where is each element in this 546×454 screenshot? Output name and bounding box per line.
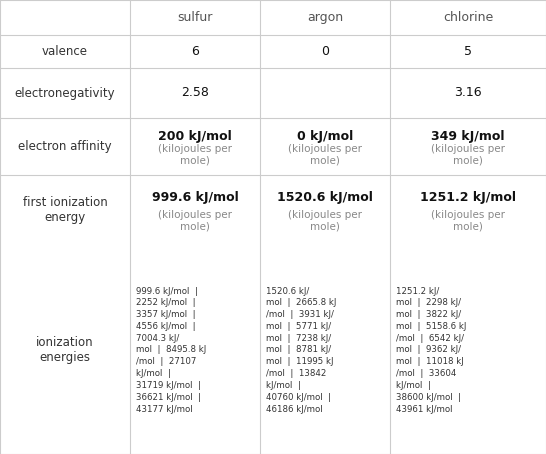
Text: 5: 5	[464, 45, 472, 58]
Text: valence: valence	[42, 45, 88, 58]
Text: (kilojoules per
mole): (kilojoules per mole)	[288, 210, 362, 232]
Text: 200 kJ/mol: 200 kJ/mol	[158, 130, 232, 143]
Text: (kilojoules per
mole): (kilojoules per mole)	[431, 210, 505, 232]
Text: 349 kJ/mol: 349 kJ/mol	[431, 130, 505, 143]
Text: sulfur: sulfur	[177, 11, 213, 24]
Text: argon: argon	[307, 11, 343, 24]
Text: 999.6 kJ/mol: 999.6 kJ/mol	[152, 191, 239, 204]
Text: 6: 6	[191, 45, 199, 58]
Text: 0: 0	[321, 45, 329, 58]
Text: electron affinity: electron affinity	[18, 140, 112, 153]
Text: 1251.2 kJ/
mol  |  2298 kJ/
mol  |  3822 kJ/
mol  |  5158.6 kJ
/mol  |  6542 kJ/: 1251.2 kJ/ mol | 2298 kJ/ mol | 3822 kJ/…	[396, 286, 466, 414]
Text: 1520.6 kJ/mol: 1520.6 kJ/mol	[277, 191, 373, 204]
Text: ionization
energies: ionization energies	[36, 336, 94, 364]
Text: 1251.2 kJ/mol: 1251.2 kJ/mol	[420, 191, 516, 204]
Text: 999.6 kJ/mol  |
2252 kJ/mol  |
3357 kJ/mol  |
4556 kJ/mol  |
7004.3 kJ/
mol  |  : 999.6 kJ/mol | 2252 kJ/mol | 3357 kJ/mol…	[136, 286, 206, 414]
Text: (kilojoules per
mole): (kilojoules per mole)	[288, 144, 362, 166]
Text: 3.16: 3.16	[454, 87, 482, 99]
Text: 0 kJ/mol: 0 kJ/mol	[297, 130, 353, 143]
Text: chlorine: chlorine	[443, 11, 493, 24]
Text: (kilojoules per
mole): (kilojoules per mole)	[431, 144, 505, 166]
Text: 1520.6 kJ/
mol  |  2665.8 kJ
/mol  |  3931 kJ/
mol  |  5771 kJ/
mol  |  7238 kJ/: 1520.6 kJ/ mol | 2665.8 kJ /mol | 3931 k…	[266, 286, 336, 414]
Text: first ionization
energy: first ionization energy	[22, 197, 108, 224]
Text: (kilojoules per
mole): (kilojoules per mole)	[158, 210, 232, 232]
Text: (kilojoules per
mole): (kilojoules per mole)	[158, 144, 232, 166]
Text: electronegativity: electronegativity	[15, 87, 115, 99]
Text: 2.58: 2.58	[181, 87, 209, 99]
